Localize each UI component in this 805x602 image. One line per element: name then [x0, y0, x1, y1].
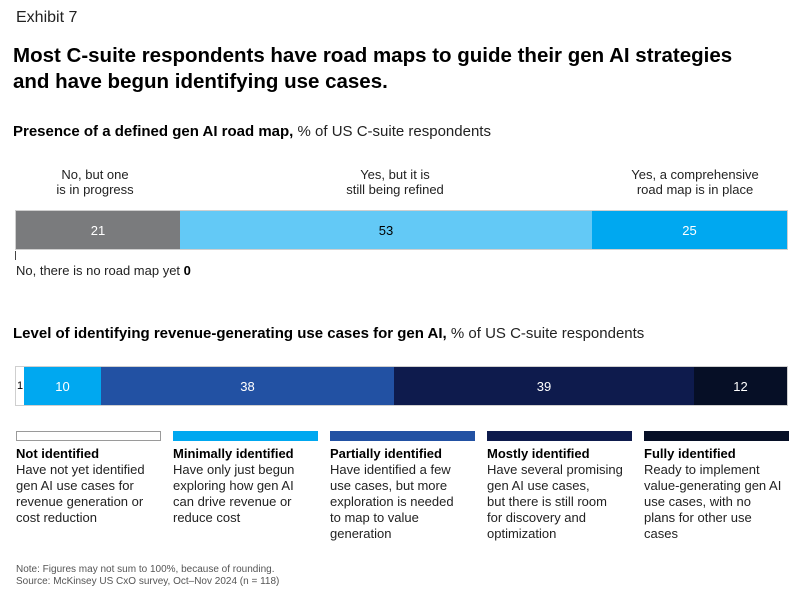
legend-title-2: Partially identified — [330, 446, 442, 461]
legend-description-line: to map to value — [330, 510, 419, 525]
roadmap-category-label-line: is in progress — [56, 182, 134, 197]
usecase-segment-2: 38 — [101, 367, 394, 405]
usecase-segment-1: 10 — [24, 367, 101, 405]
footnote: Note: Figures may not sum to 100%, becau… — [16, 564, 275, 575]
legend-description-line: Have identified a few — [330, 462, 451, 477]
legend-description-line: optimization — [487, 526, 557, 541]
legend-swatch-2 — [330, 431, 475, 441]
no-roadmap-label-text: No, there is no road map yet — [16, 263, 184, 278]
chart-title-line1: Most C-suite respondents have road maps … — [13, 44, 733, 67]
legend-description-line: generation — [330, 526, 392, 541]
legend-description-3: Have several promising gen AI use cases, b… — [487, 462, 632, 542]
legend-description-line: revenue generation or — [16, 494, 144, 509]
legend-title-1: Minimally identified — [173, 446, 294, 461]
legend-description-4: Ready to implement value-generating gen A… — [644, 462, 789, 542]
legend-description-line: plans for other use — [644, 510, 752, 525]
usecase-stacked-bar: 1 10 38 39 12 — [15, 366, 788, 406]
legend-description-line: gen AI use cases, — [487, 478, 590, 493]
legend-description-line: use cases, with no — [644, 494, 751, 509]
roadmap-category-label-line: road map is in place — [636, 182, 754, 197]
legend-description-line: value-generating gen AI — [644, 478, 782, 493]
legend-description-line: use cases, but more — [330, 478, 448, 493]
legend-description-line: for discovery and — [487, 510, 586, 525]
legend-description-line: Have several promising — [487, 462, 623, 477]
legend-swatch-4 — [644, 431, 789, 441]
roadmap-stacked-bar: 21 53 25 — [15, 210, 788, 250]
roadmap-category-label-line: Yes, but it is — [360, 167, 430, 182]
legend-description-2: Have identified a few use cases, but more… — [330, 462, 475, 542]
legend-description-line: exploration is needed — [330, 494, 454, 509]
roadmap-category-label-line: Yes, a comprehensive — [631, 167, 759, 182]
roadmap-segment-2: 25 — [592, 211, 787, 249]
chart-title: Most C-suite respondents have road maps … — [13, 43, 793, 95]
legend-title-3: Mostly identified — [487, 446, 590, 461]
legend-description-line: Have only just begun — [173, 462, 295, 477]
legend-title-0: Not identified — [16, 446, 100, 461]
roadmap-category-label-line: No, but one — [61, 167, 129, 182]
roadmap-category-label-in-progress: No, but one is in progress — [20, 167, 170, 197]
legend-description-1: Have only just begun exploring how gen AI… — [173, 462, 318, 526]
chart-title-line2: and have begun identifying use cases. — [13, 70, 388, 93]
roadmap-category-label-comprehensive: Yes, a comprehensive road map is in plac… — [610, 167, 780, 197]
usecase-segment-4: 12 — [694, 367, 787, 405]
legend-swatch-3 — [487, 431, 632, 441]
usecase-subtitle-rest: % of US C-suite respondents — [446, 325, 645, 342]
roadmap-category-label-refined: Yes, but it is still being refined — [300, 167, 490, 197]
legend-title-4: Fully identified — [644, 446, 736, 461]
roadmap-category-label-line: still being refined — [346, 182, 444, 197]
roadmap-segment-0: 21 — [16, 211, 180, 249]
legend-swatch-0 — [16, 431, 161, 441]
exhibit-label: Exhibit 7 — [16, 9, 78, 26]
usecase-segment-0: 1 — [16, 367, 25, 405]
legend-description-line: can drive revenue or — [173, 494, 292, 509]
legend-description-line: but there is still room — [487, 494, 607, 509]
roadmap-subtitle-bold: Presence of a defined gen AI road map, — [13, 123, 294, 140]
legend-description-line: exploring how gen AI — [173, 478, 294, 493]
no-roadmap-value: 0 — [183, 263, 191, 278]
no-roadmap-label: No, there is no road map yet 0 — [16, 263, 191, 278]
source-note: Source: McKinsey US CxO survey, Oct–Nov … — [16, 576, 280, 587]
legend-description-line: cost reduction — [16, 510, 97, 525]
legend-description-line: Have not yet identified — [16, 462, 145, 477]
legend-description-line: Ready to implement — [644, 462, 760, 477]
zero-value-tick — [15, 251, 16, 260]
roadmap-segment-1: 53 — [180, 211, 592, 249]
usecase-subtitle-bold: Level of identifying revenue-generating … — [13, 325, 447, 342]
usecase-segment-3: 39 — [394, 367, 694, 405]
legend-description-0: Have not yet identified gen AI use cases … — [16, 462, 161, 526]
roadmap-subtitle-rest: % of US C-suite respondents — [293, 123, 491, 140]
legend-description-line: gen AI use cases for — [16, 478, 134, 493]
legend-swatch-1 — [173, 431, 318, 441]
usecase-chart-subtitle: Level of identifying revenue-generating … — [13, 325, 644, 342]
roadmap-chart-subtitle: Presence of a defined gen AI road map, %… — [13, 123, 491, 140]
legend-description-line: reduce cost — [173, 510, 241, 525]
legend-description-line: cases — [644, 526, 678, 541]
